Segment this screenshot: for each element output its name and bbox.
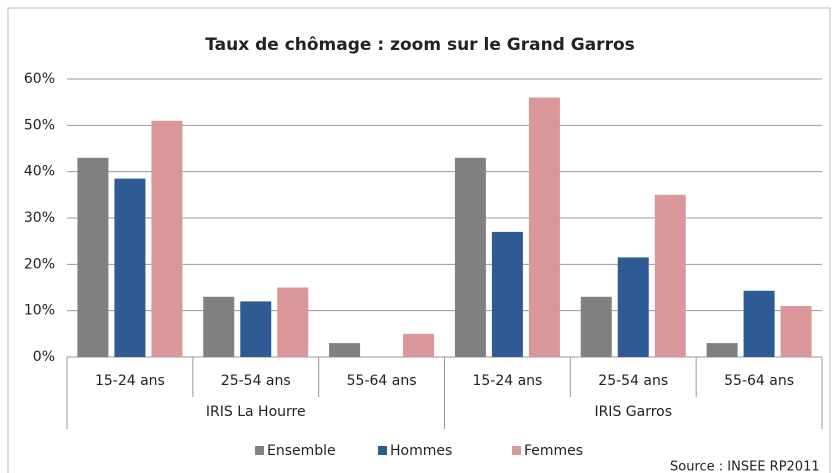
bar bbox=[580, 296, 612, 357]
x-tick-label: 15-24 ans bbox=[95, 373, 165, 389]
legend-swatch bbox=[378, 446, 387, 455]
y-tick-label: 40% bbox=[24, 164, 55, 180]
x-tick-label: 55-64 ans bbox=[347, 373, 417, 389]
x-tick-label: 25-54 ans bbox=[221, 373, 291, 389]
legend-label: Femmes bbox=[524, 443, 583, 459]
bar bbox=[77, 157, 109, 357]
bar bbox=[329, 343, 361, 357]
legend-label: Hommes bbox=[390, 443, 452, 459]
x-tick-label: 55-64 ans bbox=[724, 373, 794, 389]
bar bbox=[528, 97, 560, 358]
y-tick-label: 10% bbox=[24, 303, 55, 319]
group-label: IRIS Garros bbox=[594, 404, 672, 420]
x-tick-label: 15-24 ans bbox=[472, 373, 542, 389]
bar bbox=[151, 120, 183, 357]
legend-swatch bbox=[255, 446, 264, 455]
bar bbox=[114, 178, 146, 357]
bar bbox=[491, 231, 523, 357]
source: Source : INSEE RP2011 bbox=[670, 460, 820, 473]
bar bbox=[706, 343, 738, 357]
bar bbox=[780, 306, 812, 357]
x-tick-label: 25-54 ans bbox=[598, 373, 668, 389]
chart-title: Taux de chômage : zoom sur le Grand Garr… bbox=[205, 35, 635, 55]
y-tick-label: 20% bbox=[24, 256, 55, 272]
legend-swatch bbox=[512, 446, 521, 455]
legend-label: Ensemble bbox=[267, 443, 336, 459]
group-label: IRIS La Hourre bbox=[206, 404, 306, 420]
bar bbox=[454, 157, 486, 357]
bar bbox=[203, 296, 235, 357]
bar bbox=[403, 333, 435, 357]
bar bbox=[743, 290, 775, 357]
bar bbox=[617, 257, 649, 357]
y-tick-label: 50% bbox=[24, 117, 55, 133]
y-tick-label: 0% bbox=[33, 349, 55, 365]
bar bbox=[654, 194, 686, 357]
bar bbox=[277, 287, 309, 357]
y-tick-label: 60% bbox=[24, 71, 55, 87]
y-tick-label: 30% bbox=[24, 210, 55, 226]
bar bbox=[240, 301, 272, 357]
